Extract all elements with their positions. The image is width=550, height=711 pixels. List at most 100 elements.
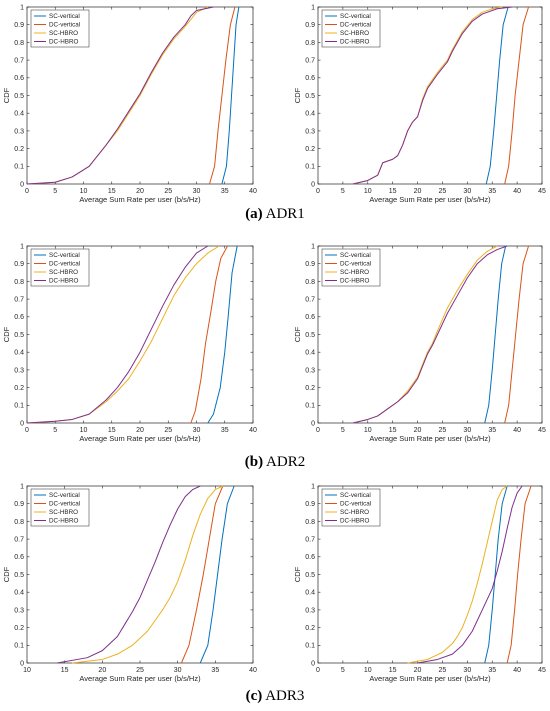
legend-entry: SC-HBRO	[49, 509, 78, 516]
x-tick-label: 30	[463, 667, 471, 674]
y-tick-label: 1	[20, 483, 24, 490]
y-tick-label: 0.2	[14, 625, 24, 632]
series-line-dc-hbro	[26, 245, 209, 424]
y-tick-label: 0.4	[305, 590, 315, 597]
legend-entry: DC-HBRO	[49, 278, 78, 285]
series-line-dc-hbro	[26, 6, 214, 185]
y-axis-label: CDF	[293, 566, 302, 582]
x-tick-label: 30	[463, 188, 471, 195]
legend-entry: SC-vertical	[49, 13, 80, 20]
x-tick-label: 10	[364, 188, 372, 195]
y-tick-label: 0.4	[305, 350, 315, 357]
y-tick-label: 0.3	[305, 367, 315, 374]
y-tick-label: 0.8	[305, 519, 315, 526]
y-tick-label: 0.4	[14, 590, 24, 597]
y-tick-label: 1	[311, 4, 315, 11]
y-tick-label: 0.2	[14, 385, 24, 392]
y-tick-label: 0	[311, 420, 315, 427]
y-tick-label: 0.1	[305, 164, 315, 171]
x-tick-label: 40	[513, 427, 521, 434]
series-line-sc-hbro	[407, 485, 508, 664]
x-tick-label: 30	[193, 427, 201, 434]
y-axis-label: CDF	[2, 566, 11, 582]
y-tick-label: 0	[20, 181, 24, 188]
y-tick-label: 0	[311, 660, 315, 667]
y-tick-label: 0.9	[305, 261, 315, 268]
y-tick-label: 0.3	[14, 128, 24, 135]
caption-text: ADR2	[266, 454, 306, 470]
y-tick-label: 0.2	[14, 146, 24, 153]
x-tick-label: 5	[341, 667, 345, 674]
x-tick-label: 40	[249, 667, 257, 674]
y-tick-label: 0.8	[305, 279, 315, 286]
x-tick-label: 15	[108, 188, 116, 195]
legend-entry: DC-HBRO	[340, 39, 369, 46]
x-tick-label: 35	[211, 667, 219, 674]
y-tick-label: 1	[311, 243, 315, 250]
y-tick-label: 0.7	[14, 537, 24, 544]
x-tick-label: 5	[53, 188, 57, 195]
x-axis-label: Average Sum Rate per user (b/s/Hz)	[369, 195, 491, 204]
x-tick-label: 35	[221, 427, 229, 434]
y-tick-label: 0.5	[305, 572, 315, 579]
y-tick-label: 0.1	[305, 403, 315, 410]
y-tick-label: 1	[20, 243, 24, 250]
caption-adr3: (c) ADR3	[0, 688, 550, 705]
y-tick-label: 0.6	[305, 314, 315, 321]
x-tick-label: 35	[488, 427, 496, 434]
y-tick-label: 0.4	[14, 350, 24, 357]
legend-entry: SC-HBRO	[340, 509, 369, 516]
y-axis-label: CDF	[2, 87, 11, 103]
y-tick-label: 0.5	[14, 332, 24, 339]
series-line-sc-vertical	[221, 6, 240, 185]
y-axis-label: CDF	[293, 87, 302, 103]
x-tick-label: 20	[136, 427, 144, 434]
x-tick-label: 0	[25, 188, 29, 195]
chart-adr2-left: 0 5 10 15 20 25 30 35 40 0 0.1 0.2 0.3 0.4 0.5 0.6 0.7 0.…	[2, 243, 257, 443]
legend-entry: DC-HBRO	[340, 278, 369, 285]
x-tick-label: 0	[316, 188, 320, 195]
x-tick-label: 10	[80, 427, 88, 434]
x-tick-label: 40	[249, 188, 257, 195]
legend-entry: DC-vertical	[49, 501, 80, 508]
caption-adr1: (a) ADR1	[0, 206, 550, 223]
y-tick-label: 0.7	[305, 58, 315, 65]
x-tick-label: 0	[316, 427, 320, 434]
y-tick-label: 0.3	[305, 128, 315, 135]
y-tick-label: 0.3	[305, 607, 315, 614]
x-tick-label: 25	[136, 667, 144, 674]
series-line-dc-vertical	[190, 245, 229, 424]
y-tick-label: 0.1	[305, 643, 315, 650]
x-axis-label: Average Sum Rate per user (b/s/Hz)	[79, 674, 201, 683]
x-tick-label: 0	[316, 667, 320, 674]
y-tick-label: 0.8	[305, 40, 315, 47]
y-tick-label: 0.8	[14, 519, 24, 526]
x-tick-label: 15	[389, 667, 397, 674]
y-tick-label: 0.2	[305, 385, 315, 392]
y-tick-label: 0	[311, 181, 315, 188]
x-tick-label: 20	[98, 667, 106, 674]
caption-label: (b)	[244, 454, 264, 470]
chart-adr3-right: 0 5 10 15 20 25 30 35 40 45 0 0.1 0.2 0.3 0.4 0.5 0.6 0.7…	[293, 483, 546, 683]
y-tick-label: 0.5	[14, 572, 24, 579]
x-axis-label: Average Sum Rate per user (b/s/Hz)	[79, 434, 201, 443]
y-tick-label: 0.1	[14, 164, 24, 171]
chart-adr3-left: 10 15 20 25 30 35 40 0 0.1 0.2 0.3 0.4 0.5 0.6 0.7 0.8 0…	[2, 483, 257, 683]
y-tick-label: 0.5	[305, 93, 315, 100]
y-tick-label: 0.9	[14, 261, 24, 268]
legend-entry: DC-vertical	[340, 501, 371, 508]
y-tick-label: 0.6	[305, 75, 315, 82]
x-tick-label: 30	[174, 667, 182, 674]
caption-adr2: (b) ADR2	[0, 454, 550, 471]
legend-entry: SC-HBRO	[49, 30, 78, 37]
y-tick-label: 0.1	[14, 643, 24, 650]
legend-entry: DC-HBRO	[340, 518, 369, 525]
caption-text: ADR1	[265, 206, 305, 222]
x-tick-label: 25	[439, 427, 447, 434]
x-tick-label: 20	[414, 188, 422, 195]
legend-entry: DC-HBRO	[49, 39, 78, 46]
y-tick-label: 0.6	[14, 554, 24, 561]
series-line-sc-hbro	[72, 485, 224, 664]
x-tick-label: 5	[341, 427, 345, 434]
